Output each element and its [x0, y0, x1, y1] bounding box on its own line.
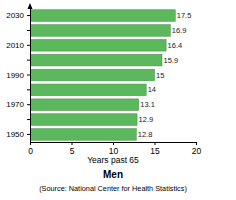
data-label: 16.9 [172, 26, 187, 35]
chart: 0 5 10 15 20 1950 1970 1990 2010 2030 12.8 12.9 13.1… [0, 0, 236, 200]
y-tick [27, 30, 30, 31]
data-label: 14 [148, 85, 156, 94]
y-tick-label: 1950 [6, 130, 24, 139]
x-tick-label: 20 [192, 146, 202, 156]
y-tick: 1990 [6, 71, 30, 80]
bar [30, 69, 155, 81]
x-tick: 10 [109, 142, 119, 156]
y-tick: 1970 [6, 100, 30, 109]
y-tick-mark [27, 30, 30, 31]
x-tick-mark [72, 142, 73, 145]
y-tick-mark [27, 89, 30, 90]
data-labels: 12.8 12.9 13.1 1415 15.9 16.4 16.9 17.5 [138, 11, 192, 139]
y-tick-mark [27, 134, 30, 135]
bar [30, 10, 175, 22]
y-tick-label: 1990 [6, 71, 24, 80]
x-axis-line [31, 143, 197, 146]
y-tick-label: 2010 [6, 41, 24, 50]
y-axis: 1950 1970 1990 2010 2030 [6, 9, 30, 143]
x-tick-mark [196, 142, 197, 145]
axis-arrow-stem [30, 6, 31, 8]
x-axis-title: Years past 65 [87, 155, 139, 165]
y-tick [27, 89, 30, 90]
x-tick-mark [113, 142, 114, 145]
y-tick-label: 1970 [6, 100, 24, 109]
data-label: 17.5 [177, 11, 192, 20]
y-tick-mark [27, 104, 30, 105]
data-label: 12.9 [139, 115, 154, 124]
data-label: 13.1 [140, 100, 155, 109]
bars [30, 10, 175, 140]
data-label: 15.9 [163, 56, 178, 65]
data-label: 12.8 [138, 130, 153, 139]
axis-arrow [28, 3, 33, 9]
bar [30, 129, 136, 141]
bar [30, 99, 139, 111]
y-tick-label: 2030 [6, 11, 24, 20]
data-label: 16.4 [168, 41, 183, 50]
x-axis: 0 5 10 15 20 [28, 142, 201, 156]
annotation: (Source: National Center for Health Stat… [39, 184, 187, 193]
bar [30, 54, 162, 66]
y-axis-line [30, 9, 31, 143]
y-tick-mark [27, 60, 30, 61]
data-label: 15 [156, 71, 164, 80]
x-tick: 15 [150, 142, 160, 156]
x-tick-label: 5 [70, 146, 75, 156]
bar [30, 114, 137, 126]
y-tick-mark [27, 15, 30, 16]
y-tick-mark [27, 75, 30, 76]
y-tick [27, 119, 30, 120]
bar [30, 25, 170, 37]
x-tick: 20 [192, 142, 202, 156]
x-tick-label: 0 [28, 146, 33, 156]
y-tick [27, 60, 30, 61]
bar [30, 39, 166, 51]
title: Men [103, 169, 123, 180]
x-tick: 0 [28, 142, 33, 156]
y-tick: 2010 [6, 41, 30, 50]
y-tick-mark [27, 119, 30, 120]
y-tick: 2030 [6, 11, 30, 20]
x-tick-label: 15 [150, 146, 160, 156]
bar [30, 84, 146, 96]
x-tick-mark [155, 142, 156, 145]
y-tick: 1950 [6, 130, 30, 139]
y-tick-mark [27, 45, 30, 46]
x-tick: 5 [70, 142, 75, 156]
